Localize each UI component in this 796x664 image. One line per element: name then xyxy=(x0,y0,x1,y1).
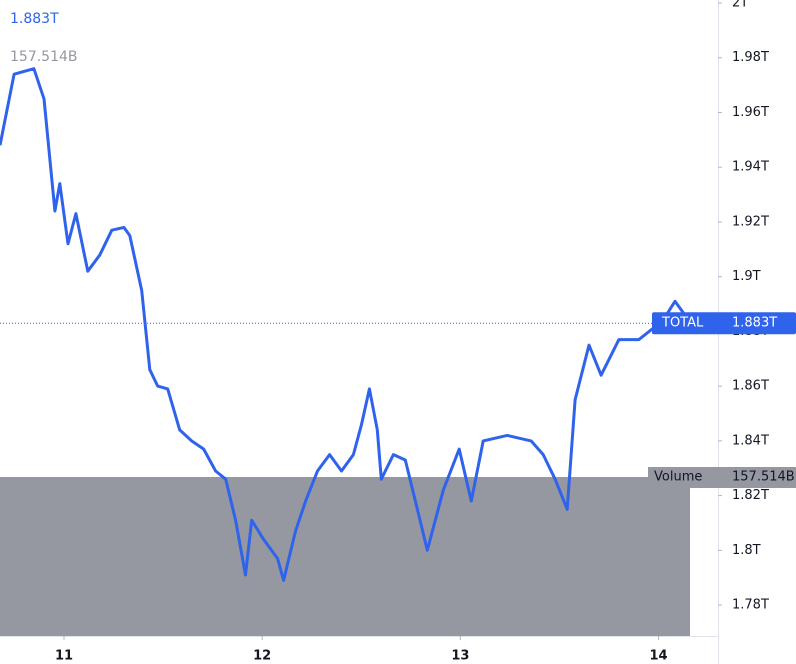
price-label-box xyxy=(652,312,796,335)
volume-label-box xyxy=(648,467,796,488)
price-label-value: 1.883T xyxy=(732,316,777,331)
y-tick-label: 1.98T xyxy=(732,50,769,65)
volume-label-name: Volume xyxy=(654,470,702,485)
x-tick-label: 13 xyxy=(451,649,469,664)
x-tick-label: 12 xyxy=(253,649,271,664)
y-tick-label: 1.78T xyxy=(732,598,769,613)
x-tick-label: 14 xyxy=(649,649,667,664)
header-volume: 157.514B xyxy=(10,49,78,65)
y-tick-label: 1.94T xyxy=(732,160,769,175)
x-tick-label: 11 xyxy=(55,649,73,664)
y-tick-label: 1.96T xyxy=(732,105,769,120)
y-tick-label: 1.84T xyxy=(732,433,769,448)
header-value: 1.883T xyxy=(10,11,59,27)
line-series xyxy=(0,67,687,582)
y-tick-label: 1.86T xyxy=(732,379,769,394)
y-tick-label: 1.8T xyxy=(732,543,761,558)
y-tick-label: 1.9T xyxy=(732,269,761,284)
y-tick-label: 1.92T xyxy=(732,214,769,229)
y-tick-label: 1.82T xyxy=(732,488,769,503)
volume-bar xyxy=(0,477,690,636)
price-label-name: TOTAL xyxy=(661,316,704,331)
y-tick-label: 2T xyxy=(732,0,748,11)
volume-label-value: 157.514B xyxy=(732,470,795,485)
